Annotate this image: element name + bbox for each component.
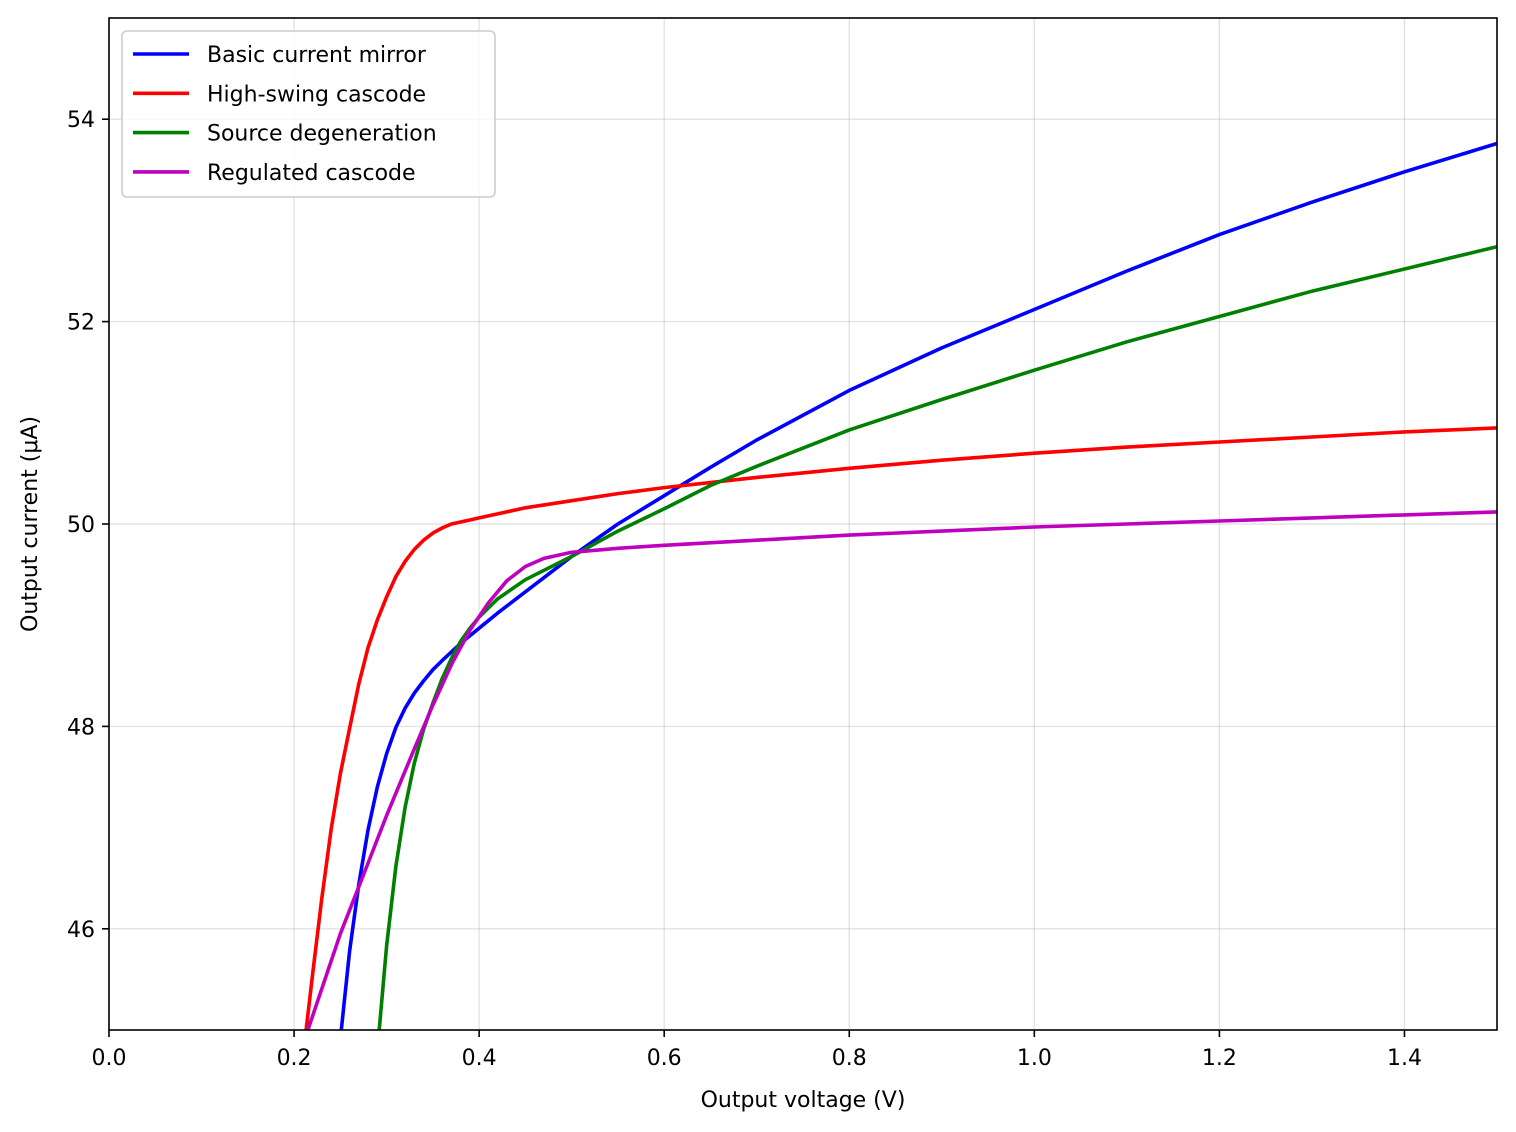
y-tick-label: 50	[67, 513, 95, 538]
legend: Basic current mirror High-swing cascode So…	[121, 30, 496, 198]
legend-box	[121, 30, 496, 198]
y-tick-label: 54	[67, 108, 95, 133]
legend-label: Source degeneration	[207, 122, 437, 147]
x-tick-label: 1.0	[1017, 1046, 1052, 1071]
y-tick-label: 52	[67, 311, 95, 336]
series-line	[377, 244, 1497, 1030]
x-tick-label: 0.4	[462, 1046, 497, 1071]
x-tick-label: 0.6	[647, 1046, 682, 1071]
x-tick-label: 1.4	[1387, 1046, 1422, 1071]
series-lines	[304, 141, 1497, 1030]
y-axis-label: Output current (μA)	[18, 416, 43, 632]
x-tick-label: 0.2	[277, 1046, 312, 1071]
x-axis: 0.0 0.2 0.4 0.6 0.8 1.0 1.2 1.4	[92, 1030, 1422, 1071]
legend-label: Basic current mirror	[207, 43, 427, 68]
legend-label: Regulated cascode	[207, 161, 416, 186]
x-tick-label: 0.8	[832, 1046, 867, 1071]
series-line	[304, 426, 1497, 1030]
y-axis: 46 48 50 52 54	[67, 108, 109, 943]
y-tick-label: 46	[67, 918, 95, 943]
x-tick-label: 0.0	[92, 1046, 127, 1071]
y-tick-label: 48	[67, 715, 95, 740]
x-axis-label: Output voltage (V)	[701, 1088, 906, 1113]
series-line	[339, 141, 1497, 1030]
legend-label: High-swing cascode	[207, 82, 426, 107]
series-line	[306, 510, 1497, 1030]
x-tick-label: 1.2	[1202, 1046, 1237, 1071]
